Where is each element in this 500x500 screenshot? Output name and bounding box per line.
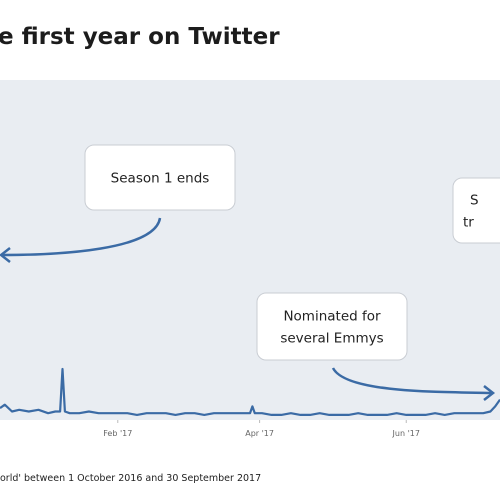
x-tick-label: Feb '17: [103, 429, 132, 438]
annotation-text: several Emmys: [280, 331, 383, 347]
data-line: [0, 367, 500, 416]
x-tick-label: Jun '17: [392, 429, 420, 438]
annotation-text: Season 1 ends: [111, 171, 210, 187]
annotation-text: Nominated for: [283, 309, 381, 325]
annotation-arrow: [331, 367, 494, 395]
annotation-text: tr: [463, 215, 474, 231]
plot-area: [0, 80, 500, 420]
annotation-text: S: [470, 193, 479, 209]
footnote: orld' between 1 October 2016 and 30 Sept…: [0, 473, 261, 484]
arrow-head: [0, 247, 11, 263]
chart-title: e first year on Twitter: [0, 24, 280, 50]
x-tick-label: Apr '17: [245, 429, 274, 438]
annotation-arrow: [1, 217, 162, 257]
annotation-box: [452, 177, 500, 244]
arrow-head: [483, 385, 496, 401]
annotation-box: [84, 144, 236, 211]
annotation-box: [256, 292, 408, 361]
